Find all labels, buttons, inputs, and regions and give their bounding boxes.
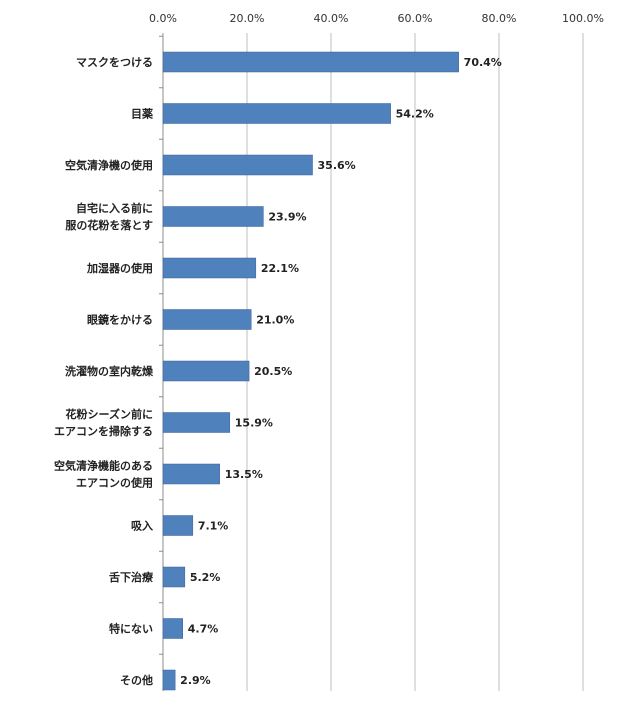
bar [162,360,250,382]
category-label-line: エアコンを掃除する [54,424,153,438]
category-label-line: 特にない [109,622,153,636]
data-label: 15.9% [235,417,273,430]
category-label-line: 眼鏡をかける [87,313,153,327]
data-label: 22.1% [261,262,299,275]
x-tick-label: 40.0% [314,12,349,25]
data-label: 4.7% [188,623,219,636]
category-label-line: 洗濯物の室内乾燥 [65,364,154,378]
category-label-line: 自宅に入る前に [76,201,153,215]
bar [162,51,459,73]
x-tick-label: 100.0% [562,12,604,25]
category-label: マスクをつける [76,56,153,69]
category-label: その他 [120,673,153,687]
value-labels: 70.4% 54.2% 35.6% 23.9% 22.1% 21.0% 20.5% 15.9%… [180,56,502,687]
bar [162,103,391,124]
data-label: 13.5% [225,468,263,481]
bar [162,154,313,176]
category-label-line: 空気清浄機の使用 [65,158,153,172]
category-label: 目薬 [131,107,154,121]
bar [162,309,252,330]
category-label: 空気清浄機能のあるエアコンの使用 [54,459,153,490]
category-label-line: 加湿器の使用 [86,261,153,275]
bars [162,51,459,691]
x-tick-label: 20.0% [230,12,265,25]
category-label-line: 吸入 [131,520,153,533]
bar [162,463,220,485]
category-label-line: マスクをつける [76,56,153,69]
category-label-line: 空気清浄機能のある [54,459,153,473]
category-label-line: 目薬 [131,107,154,121]
x-tick-label: 60.0% [398,12,433,25]
category-label-line: エアコンの使用 [76,476,153,490]
data-label: 21.0% [256,314,294,327]
category-label: 加湿器の使用 [86,261,153,275]
data-label: 2.9% [180,674,211,687]
category-labels: マスクをつける目薬空気清浄機の使用自宅に入る前に服の花粉を落とす加湿器の使用眼鏡… [54,56,154,687]
data-label: 7.1% [198,520,229,533]
x-axis-ticks: 0.0% 20.0% 40.0% 60.0% 80.0% 100.0% [149,12,604,25]
category-label-line: その他 [120,673,153,687]
data-label: 20.5% [254,365,292,378]
bar [162,206,264,227]
category-label: 花粉シーズン前にエアコンを掃除する [54,407,153,438]
category-label: 舌下治療 [109,570,154,584]
category-label-line: 服の花粉を落とす [65,218,153,232]
category-label: 自宅に入る前に服の花粉を落とす [65,201,153,232]
bar [162,566,186,588]
category-label-line: 舌下治療 [109,570,154,584]
bar [162,669,176,691]
bar [162,257,257,279]
data-label: 5.2% [190,571,221,584]
category-label: 眼鏡をかける [87,313,153,327]
category-label-line: 花粉シーズン前に [66,407,153,421]
data-label: 70.4% [464,56,502,69]
category-label: 空気清浄機の使用 [65,158,153,172]
bar [162,618,183,639]
x-tick-label: 0.0% [149,12,177,25]
bar [162,515,194,536]
data-label: 54.2% [396,108,434,121]
category-label: 吸入 [131,520,153,533]
bar [162,412,231,433]
category-label: 洗濯物の室内乾燥 [65,364,154,378]
data-label: 23.9% [268,211,306,224]
x-tick-label: 80.0% [482,12,517,25]
category-label: 特にない [109,622,153,636]
data-label: 35.6% [318,159,356,172]
gridlines [159,33,584,691]
